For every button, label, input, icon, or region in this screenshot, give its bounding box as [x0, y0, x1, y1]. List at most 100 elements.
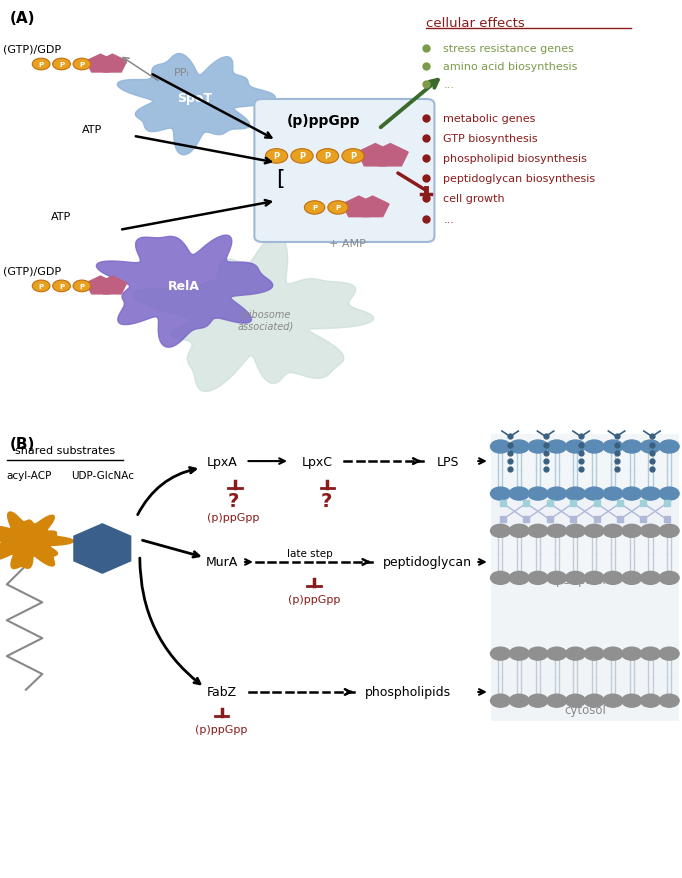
- Text: + AMP: + AMP: [329, 239, 366, 249]
- Text: (A): (A): [10, 11, 35, 26]
- Polygon shape: [134, 237, 374, 392]
- Bar: [491, 582, 679, 722]
- Text: acyl-ACP: acyl-ACP: [6, 470, 51, 480]
- Circle shape: [565, 572, 585, 585]
- Circle shape: [640, 572, 660, 585]
- Text: ...: ...: [443, 80, 454, 90]
- Text: P: P: [325, 152, 331, 162]
- Circle shape: [73, 281, 91, 292]
- Text: (ribosome
associated): (ribosome associated): [238, 309, 294, 331]
- Circle shape: [547, 694, 567, 708]
- Circle shape: [659, 487, 679, 500]
- Text: (p)ppGpp: (p)ppGpp: [288, 594, 340, 604]
- Polygon shape: [372, 144, 409, 167]
- Circle shape: [622, 572, 642, 585]
- Circle shape: [490, 694, 510, 708]
- Circle shape: [622, 694, 642, 708]
- Circle shape: [565, 647, 585, 660]
- Text: P: P: [59, 62, 64, 68]
- Text: UDP-GlcNAc: UDP-GlcNAc: [71, 470, 134, 480]
- Text: amino acid biosynthesis: amino acid biosynthesis: [443, 62, 578, 72]
- Text: (B): (B): [10, 437, 35, 452]
- Circle shape: [490, 647, 510, 660]
- Circle shape: [528, 487, 548, 500]
- Polygon shape: [98, 277, 127, 294]
- Text: peptidoglycan biosynthesis: peptidoglycan biosynthesis: [443, 174, 595, 184]
- Circle shape: [603, 694, 623, 708]
- Text: periplasm: periplasm: [555, 573, 614, 587]
- Text: PPᵢ: PPᵢ: [174, 68, 190, 78]
- Text: cell growth: cell growth: [443, 194, 505, 205]
- Circle shape: [342, 149, 364, 164]
- Text: RelA: RelA: [168, 280, 200, 293]
- Circle shape: [584, 572, 604, 585]
- Circle shape: [328, 202, 349, 215]
- Text: late step: late step: [287, 549, 333, 558]
- Circle shape: [603, 441, 623, 454]
- Text: SpoT: SpoT: [177, 92, 212, 105]
- Text: P: P: [273, 152, 280, 162]
- Circle shape: [565, 525, 585, 537]
- Text: FabZ: FabZ: [207, 686, 237, 699]
- Text: phospholipid biosynthesis: phospholipid biosynthesis: [443, 154, 587, 164]
- Text: phospholipids: phospholipids: [365, 686, 451, 699]
- Text: ATP: ATP: [51, 212, 72, 222]
- Circle shape: [490, 487, 510, 500]
- Circle shape: [490, 441, 510, 454]
- Text: (GTP)/GDP: (GTP)/GDP: [3, 44, 61, 54]
- Text: P: P: [39, 62, 44, 68]
- Text: LpxA: LpxA: [206, 455, 237, 468]
- Text: MurA: MurA: [205, 556, 238, 569]
- Circle shape: [509, 441, 529, 454]
- FancyBboxPatch shape: [254, 100, 434, 242]
- Circle shape: [603, 572, 623, 585]
- Circle shape: [659, 647, 679, 660]
- Text: P: P: [350, 152, 356, 162]
- Text: (p)ppGpp: (p)ppGpp: [196, 724, 248, 734]
- Circle shape: [509, 647, 529, 660]
- Circle shape: [32, 281, 50, 292]
- Circle shape: [640, 487, 660, 500]
- Circle shape: [53, 281, 70, 292]
- Polygon shape: [357, 144, 394, 167]
- Circle shape: [603, 647, 623, 660]
- Text: P: P: [79, 62, 85, 68]
- Circle shape: [640, 441, 660, 454]
- Circle shape: [509, 694, 529, 708]
- Circle shape: [291, 149, 313, 164]
- Circle shape: [622, 647, 642, 660]
- Circle shape: [640, 694, 660, 708]
- Circle shape: [528, 441, 548, 454]
- Circle shape: [265, 149, 288, 164]
- Text: P: P: [336, 205, 340, 212]
- Circle shape: [565, 487, 585, 500]
- Circle shape: [547, 441, 567, 454]
- Circle shape: [304, 202, 325, 215]
- Polygon shape: [342, 197, 375, 218]
- Circle shape: [603, 487, 623, 500]
- Text: stress resistance genes: stress resistance genes: [443, 44, 574, 54]
- Circle shape: [659, 572, 679, 585]
- Text: (p)ppGpp: (p)ppGpp: [286, 114, 360, 128]
- Circle shape: [603, 525, 623, 537]
- Text: metabolic genes: metabolic genes: [443, 113, 535, 124]
- Bar: [491, 488, 679, 531]
- Bar: [491, 435, 679, 722]
- Circle shape: [528, 694, 548, 708]
- Circle shape: [53, 59, 70, 71]
- Circle shape: [528, 525, 548, 537]
- Circle shape: [584, 647, 604, 660]
- Polygon shape: [356, 197, 389, 218]
- Circle shape: [659, 694, 679, 708]
- Circle shape: [622, 525, 642, 537]
- Text: ?: ?: [321, 492, 331, 510]
- Circle shape: [565, 441, 585, 454]
- Text: (p)ppGpp: (p)ppGpp: [207, 513, 259, 522]
- Text: (GTP)/GDP: (GTP)/GDP: [3, 266, 61, 276]
- Text: P: P: [299, 152, 305, 162]
- Circle shape: [547, 572, 567, 585]
- Polygon shape: [0, 513, 74, 569]
- Circle shape: [509, 572, 529, 585]
- Circle shape: [528, 572, 548, 585]
- Polygon shape: [117, 54, 276, 155]
